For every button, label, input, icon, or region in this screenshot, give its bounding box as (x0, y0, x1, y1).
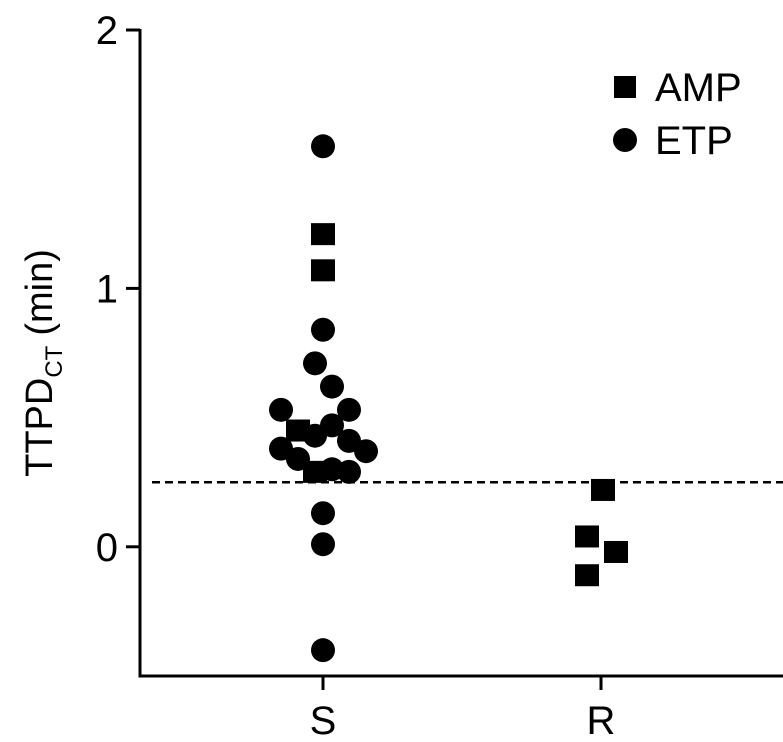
data-point-etp (311, 134, 335, 159)
y-tick-label: 2 (96, 9, 118, 53)
legend-label: ETP (655, 119, 733, 163)
data-point-amp (604, 540, 628, 563)
y-tick-label: 1 (96, 267, 118, 311)
legend-marker-circle (613, 128, 637, 152)
data-point-amp (311, 223, 335, 246)
data-point-amp (591, 478, 615, 501)
data-point-etp (311, 501, 335, 526)
data-point-amp (575, 525, 599, 548)
y-tick-label: 0 (96, 526, 118, 570)
axes (138, 29, 783, 678)
data-point-etp (311, 532, 335, 557)
legend: AMP ETP (613, 66, 742, 163)
y-axis-title: TTPDCT(min) (19, 249, 68, 477)
data-point-etp (320, 374, 344, 399)
data-point-etp (269, 397, 293, 422)
data-point-etp (354, 439, 378, 464)
data-point-amp (575, 564, 599, 587)
legend-marker-square (614, 76, 636, 98)
data-point-etp (337, 459, 361, 484)
plot-area (152, 134, 783, 663)
data-point-etp (303, 423, 327, 448)
data-point-etp (337, 397, 361, 422)
ticks: 0 1 2 S R (96, 9, 616, 742)
data-point-etp (286, 446, 310, 471)
data-point-etp (303, 351, 327, 376)
data-point-amp (311, 259, 335, 282)
data-point-etp (311, 638, 335, 663)
x-tick-label: S (310, 699, 337, 742)
legend-label: AMP (655, 66, 742, 110)
data-point-etp (311, 317, 335, 342)
x-tick-label: R (587, 699, 616, 742)
